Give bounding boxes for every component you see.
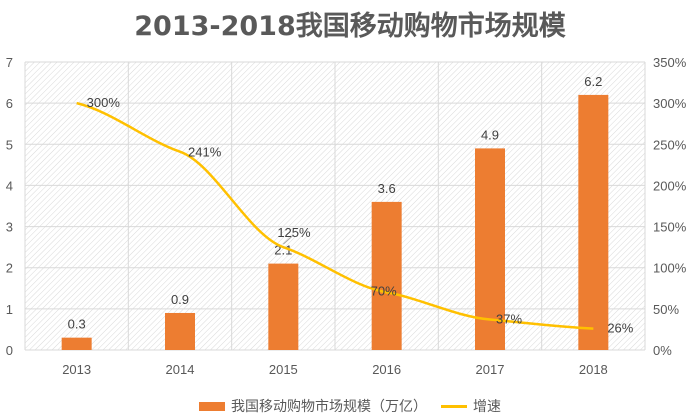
line-data-label: 26% [607,321,633,336]
y-left-tick: 3 [6,220,13,235]
bar-data-label: 0.9 [171,292,189,307]
y-right-tick: 250% [653,137,687,152]
chart-title: 2013-2018我国移动购物市场规模 [134,11,566,42]
legend-bar-swatch [199,401,225,411]
y-left-tick: 0 [6,343,13,358]
bar-2015 [268,263,299,350]
bar-data-label: 6.2 [584,74,602,89]
bar-2017 [475,148,505,350]
x-tick: 2018 [579,362,608,377]
bar-2016 [371,201,402,350]
y-right-tick: 350% [653,55,687,70]
leader-line [282,234,294,245]
y-left-tick: 1 [6,302,13,317]
legend-line-label: 增速 [473,399,501,415]
growth-line [76,101,594,330]
y-left-tick: 2 [6,261,13,276]
bar-data-label: 0.3 [68,317,86,332]
legend: 我国移动购物市场规模（万亿） 增速 [0,396,700,416]
x-tick: 2014 [166,362,195,377]
line-data-label: 70% [371,283,397,298]
line-data-label: 241% [188,145,222,160]
x-tick: 2017 [476,362,505,377]
bar-2018 [578,94,609,351]
y-right-tick: 150% [653,220,687,235]
line-data-label: 300% [87,95,121,110]
y-left-tick: 4 [6,178,13,193]
bar-data-label: 4.9 [481,127,499,142]
y-left-tick: 6 [6,96,13,111]
x-tick: 2016 [372,362,401,377]
y-left-tick: 5 [6,137,13,152]
bar-data-label: 3.6 [378,181,396,196]
y-right-tick: 50% [653,302,679,317]
line-data-label: 125% [277,225,311,240]
legend-line-swatch [441,404,467,408]
y-left-tick: 7 [6,55,13,70]
x-tick: 2015 [269,362,298,377]
x-tick: 2013 [62,362,91,377]
bar-2014 [165,312,195,350]
y-right-tick: 100% [653,261,687,276]
y-right-tick: 300% [653,96,687,111]
y-right-tick: 0% [653,343,672,358]
line-data-label: 37% [496,312,522,327]
y-right-tick: 200% [653,178,687,193]
bar-2013 [61,337,92,350]
legend-bar-label: 我国移动购物市场规模（万亿） [231,399,427,415]
